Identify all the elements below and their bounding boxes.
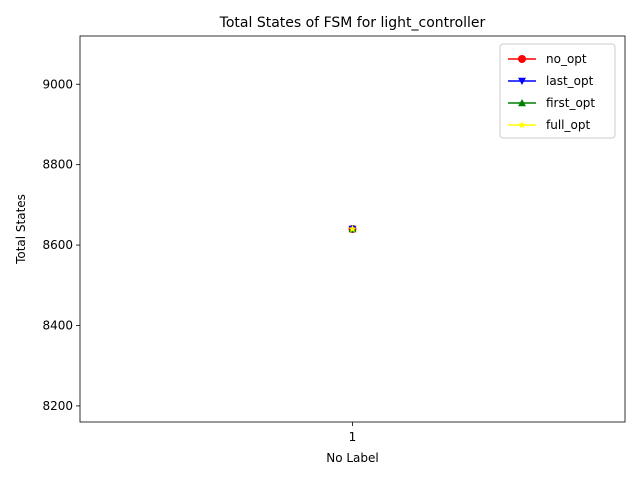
legend-box xyxy=(499,43,616,139)
legend-label: no_opt xyxy=(546,52,587,66)
chart-title: Total States of FSM for light_controller xyxy=(219,15,486,31)
legend-marker xyxy=(518,99,526,107)
plot-frame xyxy=(79,35,626,423)
x-axis-ticks: 1 xyxy=(349,422,357,444)
y-tick-label: 8200 xyxy=(42,399,73,413)
x-tick-label: 1 xyxy=(349,430,357,444)
y-tick-label: 9000 xyxy=(42,77,73,91)
legend-label: full_opt xyxy=(546,118,590,132)
legend-item: first_opt xyxy=(508,96,595,110)
legend-label: first_opt xyxy=(546,96,595,110)
legend-label: last_opt xyxy=(546,74,594,88)
series-full_opt xyxy=(348,225,357,233)
data-point xyxy=(348,225,357,233)
y-axis-ticks: 8200 8400 8600 8800 9000 xyxy=(42,77,80,413)
x-axis-label: No Label xyxy=(326,451,379,465)
legend-item: no_opt xyxy=(508,52,587,66)
y-axis-label: Total States xyxy=(14,194,28,265)
y-tick-label: 8800 xyxy=(42,158,73,172)
y-tick-label: 8600 xyxy=(42,238,73,252)
series-layer xyxy=(348,225,357,233)
legend-marker xyxy=(518,55,526,63)
legend: no_opt last_opt first_opt full_opt xyxy=(499,43,616,139)
y-tick-label: 8400 xyxy=(42,319,73,333)
legend-item: full_opt xyxy=(508,118,590,132)
legend-marker xyxy=(518,121,526,129)
legend-marker xyxy=(518,77,526,85)
legend-item: last_opt xyxy=(508,74,594,88)
